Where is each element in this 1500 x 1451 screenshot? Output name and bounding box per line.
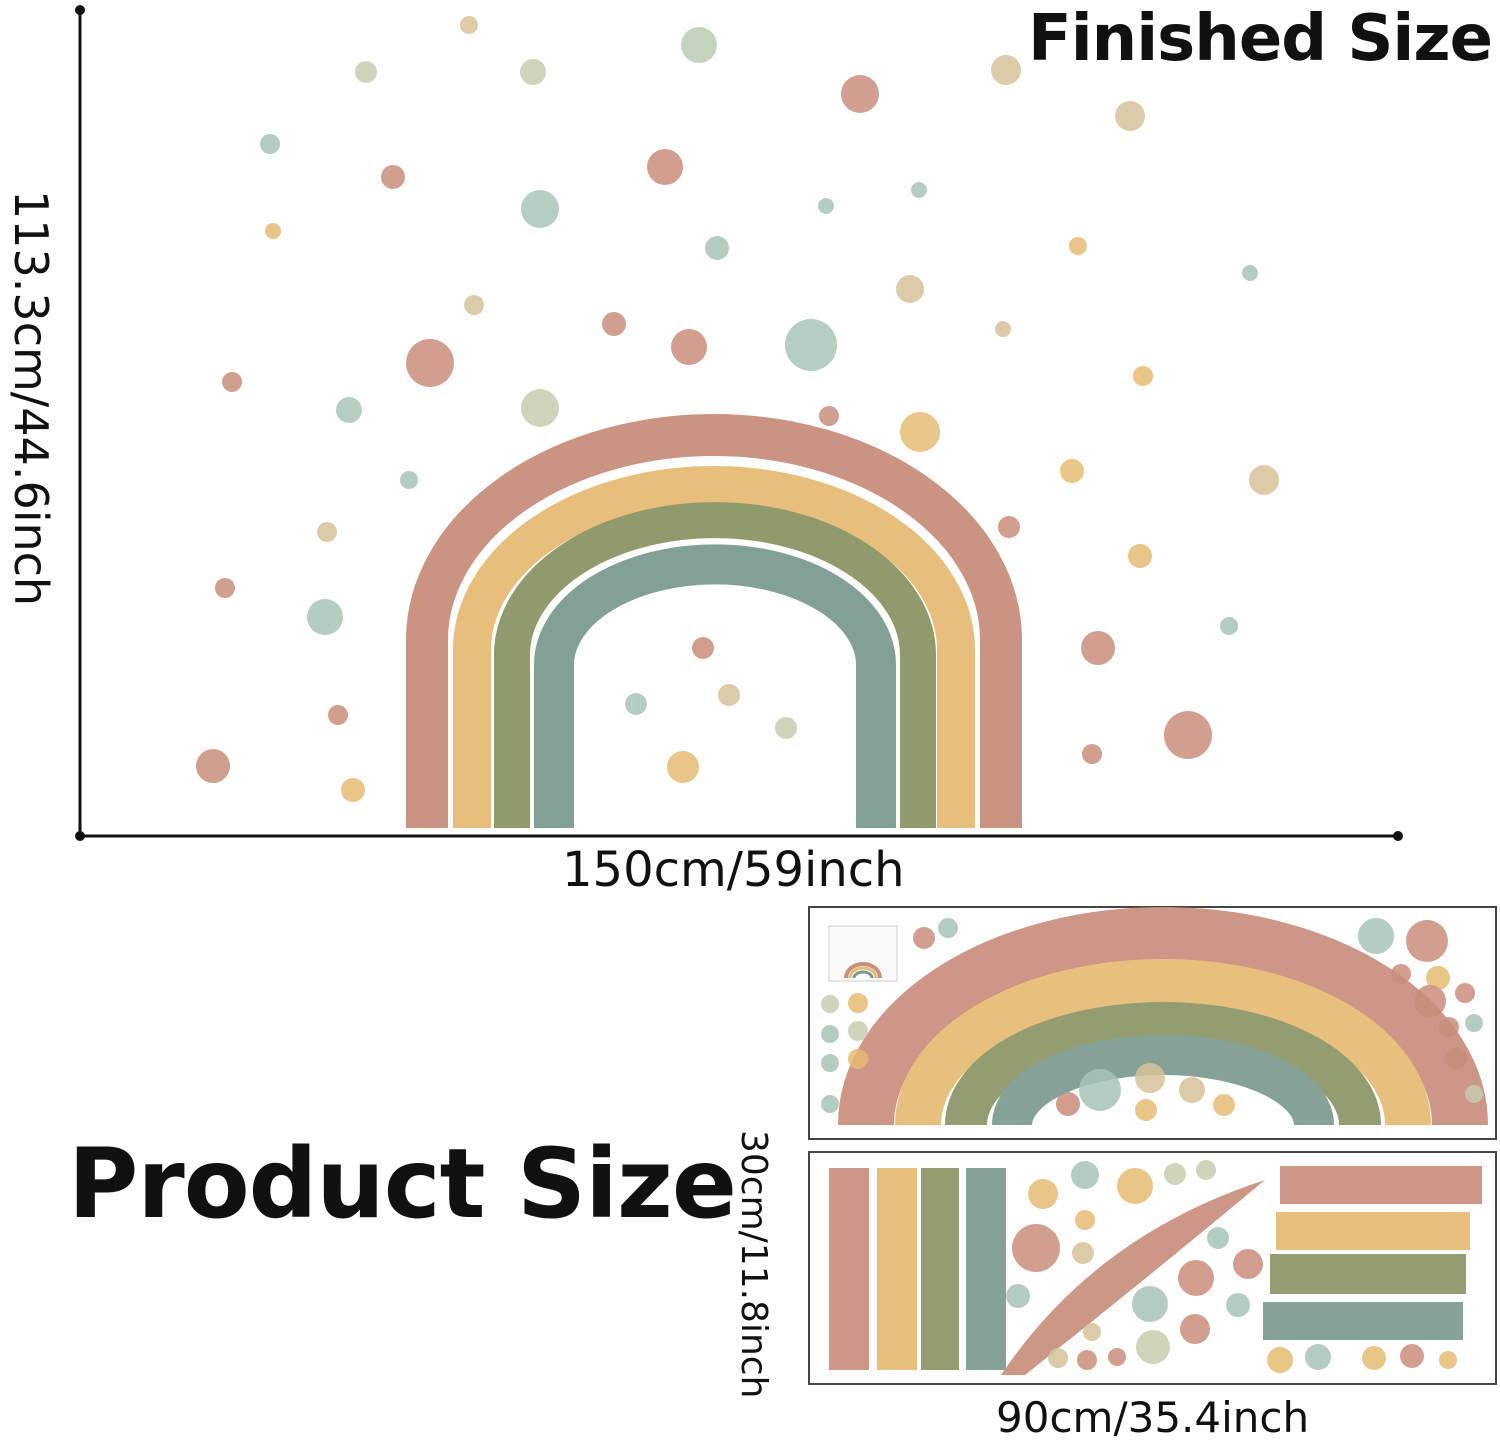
product-height-label: 30cm/11.8inch bbox=[733, 1130, 774, 1399]
sheet-a-dots bbox=[821, 918, 1483, 1121]
dots-finished bbox=[196, 16, 1279, 802]
sheet-b-bar-terracotta bbox=[1280, 1166, 1482, 1204]
sheet-b-arc-piece bbox=[1001, 1180, 1265, 1375]
sheet-b-strip-mustard bbox=[877, 1168, 917, 1370]
sheet-b-dots bbox=[1006, 1160, 1457, 1373]
sheet-b-bar-olive bbox=[1270, 1254, 1466, 1294]
sticker-sheet-b bbox=[808, 1151, 1497, 1385]
product-size-title: Product Size bbox=[68, 1128, 737, 1240]
thumbnail-rainbow bbox=[844, 962, 882, 979]
dimension-endpoint bbox=[1393, 831, 1403, 841]
sheet-b-strip-olive bbox=[921, 1168, 959, 1370]
rainbow-finished bbox=[406, 414, 1022, 828]
dimension-endpoint bbox=[75, 831, 85, 841]
sheet-b-bar-sage bbox=[1263, 1302, 1463, 1340]
finished-height-label: 113.3cm/44.6inch bbox=[4, 190, 58, 607]
rainbow-band-sage bbox=[534, 544, 896, 828]
dimension-endpoint bbox=[75, 5, 85, 15]
dimension-lines bbox=[75, 5, 1403, 841]
sheet-b-strip-sage bbox=[966, 1168, 1006, 1370]
rainbow-band-olive bbox=[494, 502, 936, 828]
sheet-b-bar-mustard bbox=[1276, 1212, 1470, 1250]
rainbow-band-terracotta bbox=[406, 414, 1022, 828]
sheet-a-band-terracotta bbox=[838, 907, 1488, 1126]
sheet-b-strip-terracotta bbox=[829, 1168, 869, 1370]
sheet-a-band-olive bbox=[945, 1002, 1381, 1126]
sheet-a-band-mustard bbox=[895, 959, 1431, 1126]
sticker-sheet-a bbox=[808, 906, 1497, 1140]
finished-width-label: 150cm/59inch bbox=[562, 842, 905, 898]
sheet-a-band-sage bbox=[992, 1035, 1334, 1127]
finished-size-title: Finished Size bbox=[1028, 2, 1493, 76]
product-width-label: 90cm/35.4inch bbox=[996, 1393, 1310, 1442]
rainbow-band-mustard bbox=[453, 466, 975, 828]
